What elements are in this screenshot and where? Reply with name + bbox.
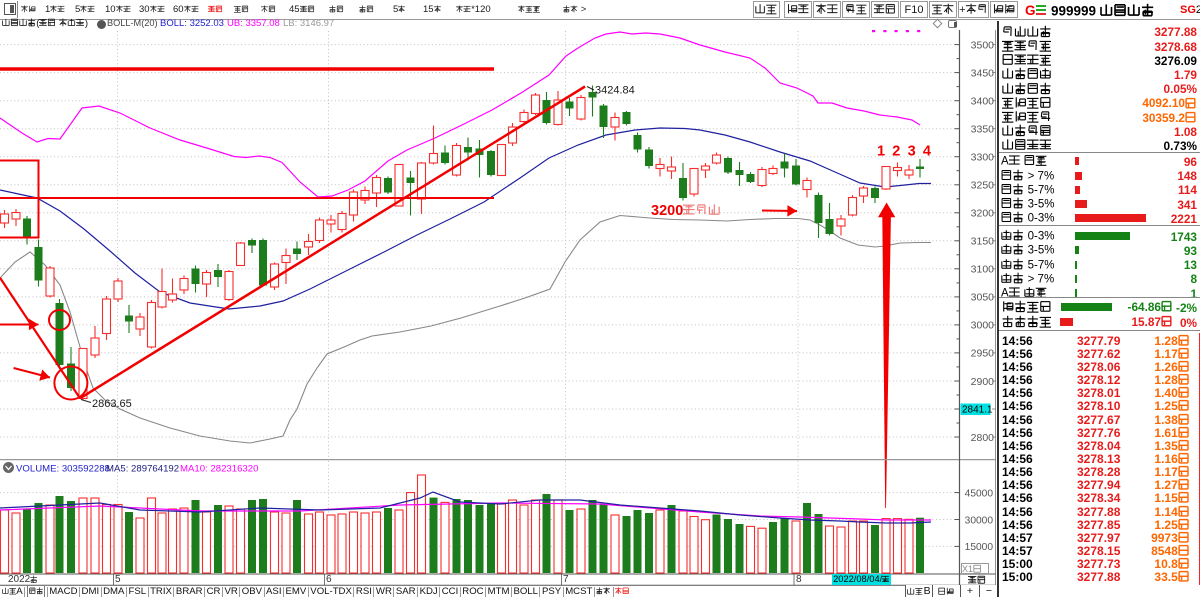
svg-text:VOLUME: 303592288: VOLUME: 303592288 — [16, 464, 110, 475]
svg-text:2900: 2900 — [971, 376, 995, 388]
svg-text:3300: 3300 — [971, 152, 995, 164]
svg-text:30000: 30000 — [965, 515, 994, 526]
svg-text:15000: 15000 — [965, 542, 994, 553]
svg-text:2800: 2800 — [971, 432, 995, 444]
svg-text:3250: 3250 — [971, 180, 995, 192]
svg-text:3500: 3500 — [971, 39, 995, 51]
svg-text:3350: 3350 — [971, 124, 995, 136]
svg-text:3100: 3100 — [971, 264, 995, 276]
svg-text:3150: 3150 — [971, 236, 995, 248]
svg-text:3424.84: 3424.84 — [595, 85, 635, 97]
svg-text:MA5: 289764192: MA5: 289764192 — [106, 464, 179, 475]
svg-text:45000: 45000 — [965, 488, 994, 499]
svg-text:3200: 3200 — [971, 208, 995, 220]
svg-text:2841.1: 2841.1 — [962, 405, 993, 416]
svg-text:2863.65: 2863.65 — [92, 398, 132, 410]
svg-text:3450: 3450 — [971, 67, 995, 79]
svg-text:2950: 2950 — [971, 348, 995, 360]
svg-text:1 2 3 4: 1 2 3 4 — [877, 144, 933, 160]
svg-text:MA10: 282316320: MA10: 282316320 — [180, 464, 258, 475]
svg-text:3050: 3050 — [971, 292, 995, 304]
svg-text:3400: 3400 — [971, 96, 995, 108]
svg-text:3000: 3000 — [971, 320, 995, 332]
